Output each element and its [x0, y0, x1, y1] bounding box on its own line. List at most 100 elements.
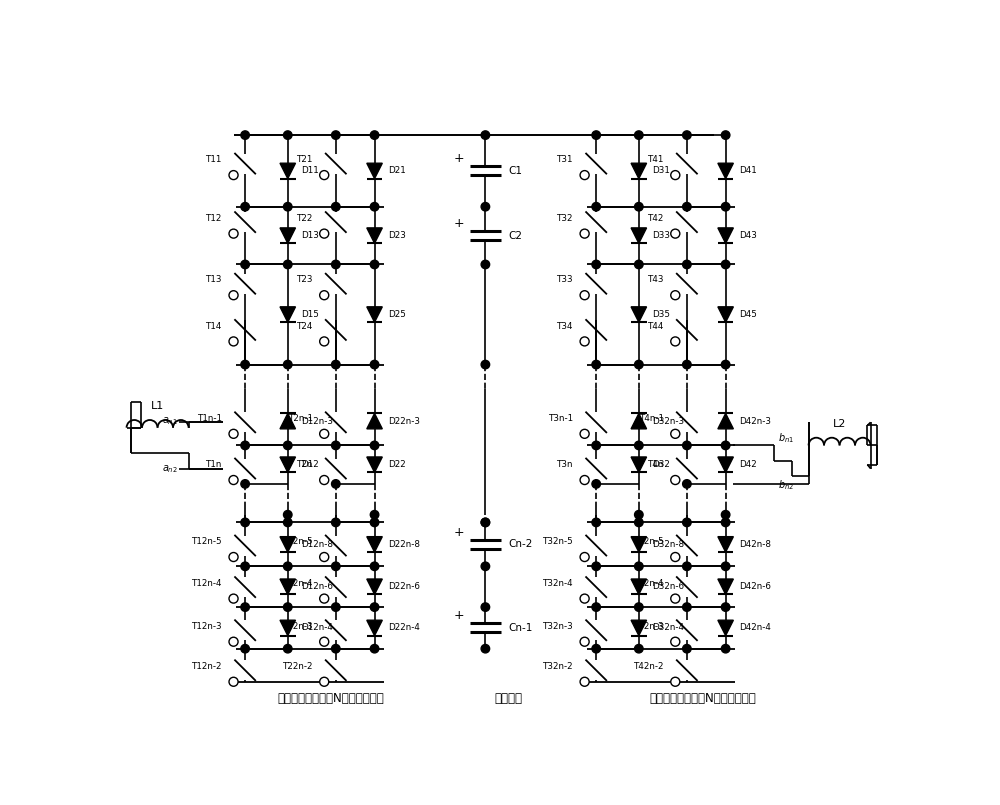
Circle shape — [671, 552, 680, 562]
Circle shape — [229, 171, 238, 180]
Circle shape — [683, 260, 691, 269]
Circle shape — [370, 441, 379, 450]
Circle shape — [592, 260, 600, 269]
Polygon shape — [631, 457, 647, 473]
Circle shape — [481, 645, 490, 653]
Text: T12n-3: T12n-3 — [191, 621, 222, 631]
Circle shape — [332, 260, 340, 269]
Circle shape — [592, 441, 600, 450]
Circle shape — [320, 552, 329, 562]
Polygon shape — [718, 228, 733, 243]
Circle shape — [683, 361, 691, 369]
Circle shape — [580, 677, 589, 687]
Polygon shape — [280, 414, 296, 429]
Circle shape — [332, 562, 340, 571]
Text: T42: T42 — [647, 214, 664, 223]
Polygon shape — [367, 228, 382, 243]
Polygon shape — [280, 579, 296, 594]
Text: D42n-8: D42n-8 — [739, 540, 771, 549]
Circle shape — [332, 441, 340, 450]
Polygon shape — [367, 537, 382, 552]
Polygon shape — [280, 620, 296, 636]
Polygon shape — [631, 228, 647, 243]
Text: D12n-6: D12n-6 — [301, 582, 333, 591]
Polygon shape — [367, 307, 382, 322]
Text: $b_{n1}$: $b_{n1}$ — [778, 431, 794, 444]
Circle shape — [283, 645, 292, 653]
Polygon shape — [280, 537, 296, 552]
Circle shape — [229, 677, 238, 687]
Text: D12: D12 — [301, 460, 319, 469]
Circle shape — [635, 260, 643, 269]
Text: D32n-8: D32n-8 — [652, 540, 684, 549]
Text: T22: T22 — [296, 214, 313, 223]
Circle shape — [721, 603, 730, 611]
Text: D41: D41 — [739, 167, 757, 175]
Circle shape — [320, 171, 329, 180]
Text: D32n-4: D32n-4 — [652, 623, 684, 633]
Circle shape — [229, 229, 238, 238]
Circle shape — [671, 638, 680, 646]
Text: T32n-3: T32n-3 — [542, 621, 573, 631]
Circle shape — [241, 131, 249, 139]
Polygon shape — [631, 307, 647, 322]
Circle shape — [580, 476, 589, 485]
Text: T22n-5: T22n-5 — [282, 537, 313, 546]
Circle shape — [481, 203, 490, 211]
Circle shape — [370, 361, 379, 369]
Circle shape — [635, 603, 643, 611]
Circle shape — [481, 518, 490, 526]
Text: T43: T43 — [647, 275, 664, 284]
Text: L2: L2 — [833, 419, 846, 429]
Circle shape — [241, 603, 249, 611]
Circle shape — [370, 518, 379, 526]
Polygon shape — [367, 620, 382, 636]
Circle shape — [635, 510, 643, 519]
Circle shape — [241, 203, 249, 211]
Circle shape — [481, 562, 490, 571]
Text: T2n-1: T2n-1 — [288, 414, 313, 423]
Circle shape — [320, 594, 329, 603]
Circle shape — [283, 510, 292, 519]
Circle shape — [683, 562, 691, 571]
Circle shape — [370, 603, 379, 611]
Text: T24: T24 — [296, 321, 313, 331]
Circle shape — [721, 645, 730, 653]
Circle shape — [721, 260, 730, 269]
Text: T32n-5: T32n-5 — [542, 537, 573, 546]
Circle shape — [671, 429, 680, 439]
Circle shape — [332, 518, 340, 526]
Circle shape — [671, 291, 680, 299]
Text: T32n-2: T32n-2 — [542, 662, 573, 671]
Polygon shape — [718, 307, 733, 322]
Circle shape — [721, 518, 730, 526]
Circle shape — [320, 429, 329, 439]
Text: D12n-8: D12n-8 — [301, 540, 333, 549]
Circle shape — [683, 203, 691, 211]
Circle shape — [580, 291, 589, 299]
Circle shape — [320, 476, 329, 485]
Text: +: + — [454, 152, 464, 165]
Circle shape — [671, 677, 680, 687]
Text: D22n-6: D22n-6 — [388, 582, 420, 591]
Text: +: + — [454, 609, 464, 622]
Text: T34: T34 — [556, 321, 573, 331]
Circle shape — [283, 562, 292, 571]
Circle shape — [370, 203, 379, 211]
Text: T12n-2: T12n-2 — [191, 662, 222, 671]
Polygon shape — [718, 414, 733, 429]
Circle shape — [332, 131, 340, 139]
Circle shape — [671, 594, 680, 603]
Polygon shape — [367, 163, 382, 179]
Text: T4n-1: T4n-1 — [639, 414, 664, 423]
Text: D33: D33 — [652, 231, 670, 240]
Circle shape — [283, 203, 292, 211]
Circle shape — [721, 441, 730, 450]
Circle shape — [320, 677, 329, 687]
Circle shape — [332, 203, 340, 211]
Circle shape — [580, 337, 589, 346]
Circle shape — [592, 203, 600, 211]
Polygon shape — [280, 163, 296, 179]
Circle shape — [370, 562, 379, 571]
Text: T42n-4: T42n-4 — [633, 579, 664, 588]
